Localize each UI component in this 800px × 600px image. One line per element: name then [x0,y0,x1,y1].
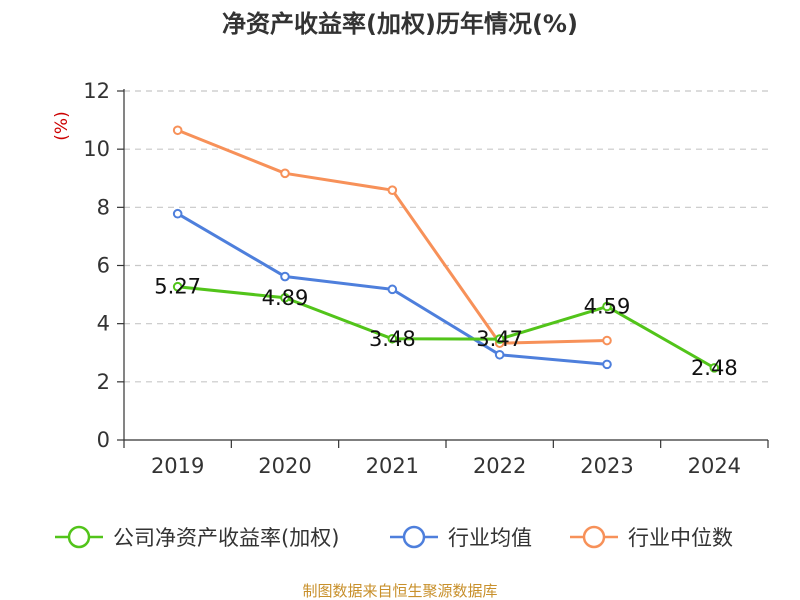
x-tick-label: 2020 [258,454,311,478]
legend-marker-1 [402,525,426,549]
x-tick-label: 2023 [580,454,633,478]
y-tick-label: 4 [97,312,110,336]
x-tick-label: 2024 [688,454,741,478]
data-point [387,333,398,344]
x-tick-label: 2022 [473,454,526,478]
x-tick-labels: 2019 2020 2021 2022 2023 2024 [151,454,741,478]
data-label: 3.48 [369,327,416,351]
series-line-2 [177,128,608,345]
data-point [387,284,398,295]
y-tick-label: 12 [83,79,110,103]
data-point [494,349,505,360]
legend-marker-0 [67,525,91,549]
data-point [172,125,183,136]
data-point [387,185,398,195]
y-tick-labels: 0 2 4 6 8 10 12 [83,79,110,452]
data-point [602,301,612,312]
x-tick-label: 2021 [366,454,419,478]
legend-marker-2 [582,525,606,549]
series-line-0 [177,285,716,370]
legend: 公司净资产收益率(加权) 行业均值 行业中位数 [55,525,733,550]
series-lines [172,125,720,373]
data-label: 4.89 [262,286,309,310]
y-tick-label: 0 [97,428,110,452]
y-tick-label: 6 [97,254,110,278]
data-point [280,168,290,179]
y-axis-unit: (%) [52,111,72,140]
data-point [172,281,183,292]
y-tick-label: 2 [97,370,110,394]
y-tick-label: 10 [83,137,110,161]
chart-title: 净资产收益率(加权)历年情况(%) [222,10,578,38]
data-label: 3.47 [476,327,523,351]
legend-label-2: 行业中位数 [628,526,733,550]
data-labels: 5.27 4.89 3.48 3.47 4.59 2.48 [154,275,737,380]
data-point [602,335,612,346]
data-point [602,359,612,370]
axes [117,89,769,448]
data-label: 2.48 [691,356,738,380]
y-tick-label: 8 [97,195,110,219]
data-point [709,363,720,373]
source-note: 制图数据来自恒生聚源数据库 [302,582,497,600]
data-point [172,208,183,219]
data-label: 4.59 [584,295,631,319]
legend-label-1: 行业均值 [448,526,532,550]
data-point [280,292,290,303]
data-point [494,334,505,344]
x-tick-label: 2019 [151,454,204,478]
data-label: 5.27 [154,275,201,299]
data-point [280,271,290,282]
legend-label-0: 公司净资产收益率(加权) [113,526,339,550]
